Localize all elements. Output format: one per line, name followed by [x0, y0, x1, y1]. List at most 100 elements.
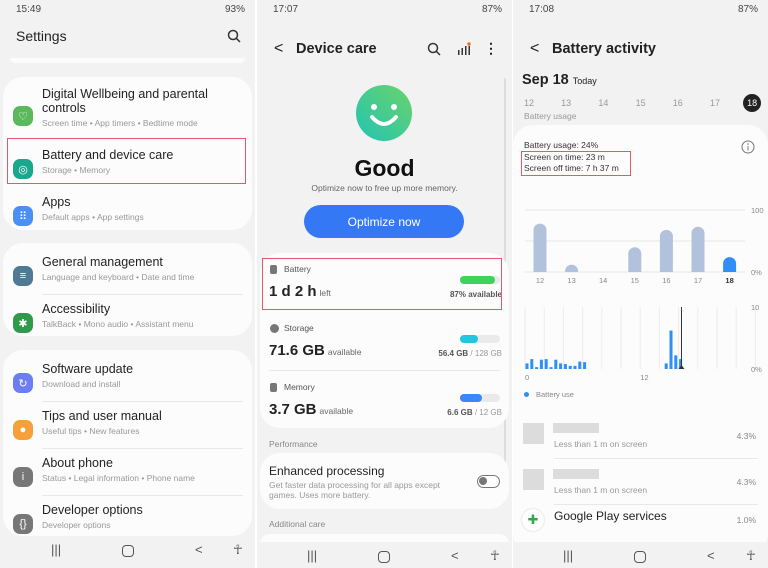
item-subtitle: Useful tips • New features — [42, 426, 140, 436]
highlight-box — [262, 258, 502, 310]
storage-level-fill — [460, 335, 478, 343]
divider — [554, 458, 758, 459]
storage-level-bar — [460, 335, 500, 343]
chart-legend: Battery use — [524, 390, 574, 399]
settings-item-tips-and-user-manual[interactable]: ● Tips and user manual Useful tips • New f… — [3, 409, 252, 455]
screen-on-time: Screen on time: 23 m — [524, 151, 605, 162]
enhanced-processing-toggle[interactable] — [477, 475, 500, 488]
back-button[interactable]: < — [451, 548, 459, 563]
day-selector-17[interactable]: 17 — [709, 98, 720, 108]
enhanced-processing-card[interactable] — [260, 453, 509, 509]
item-title: Apps — [42, 195, 71, 209]
x-tick-label: 16 — [662, 276, 670, 285]
daily-bar-15[interactable] — [628, 247, 642, 272]
battery-detail: 87% available — [450, 290, 502, 299]
settings-item-accessibility[interactable]: ✱ Accessibility TalkBack • Mono audio • As… — [3, 302, 252, 348]
google-play-services-icon: ✚ — [522, 509, 544, 531]
item-title: Tips and user manual — [42, 409, 162, 423]
info-icon[interactable] — [741, 140, 755, 154]
back-arrow-icon[interactable]: < — [274, 40, 284, 57]
storage-icon — [270, 324, 279, 333]
back-button[interactable]: < — [707, 548, 715, 563]
page-title: Settings — [16, 28, 67, 44]
settings-item-general-management[interactable]: ≡ General management Language and keyboard… — [3, 255, 252, 301]
storage-row[interactable]: Storage 71.6 GB available 56.4 GB / 128 GB — [257, 322, 512, 372]
back-arrow-icon[interactable]: < — [530, 40, 540, 57]
storage-unit: available — [327, 347, 362, 357]
settings-item-digital-wellbeing-and-parental-controls[interactable]: ♡ Digital Wellbeing and parental controls… — [3, 87, 252, 141]
sliders-icon: ≡ — [13, 266, 33, 286]
accessibility-button[interactable]: ☥ — [746, 548, 756, 563]
hourly-usage-chart: 10 0% 0 12 — [524, 303, 762, 382]
battery-unit: left — [319, 288, 331, 298]
current-time-pointer-icon — [678, 365, 685, 369]
item-subtitle: Default apps • App settings — [42, 212, 144, 222]
storage-value: 71.6 GB available — [269, 342, 361, 359]
recents-button[interactable]: ||| — [51, 542, 62, 557]
redacted-app-icon — [523, 423, 544, 444]
redacted-app-icon — [523, 469, 544, 490]
divider — [269, 370, 500, 371]
settings-item-developer-options[interactable]: {} Developer options Developer options — [3, 503, 252, 549]
home-button[interactable] — [378, 551, 390, 563]
accessibility-button[interactable]: ☥ — [233, 542, 243, 557]
settings-item-apps[interactable]: ⠿ Apps Default apps • App settings — [3, 195, 252, 241]
settings-item-battery-and-device-care[interactable]: ◎ Battery and device care Storage • Memory — [3, 148, 252, 194]
status-bar: 15:49 93% — [16, 4, 245, 18]
day-selector-18[interactable]: 18 — [743, 94, 762, 112]
item-subtitle: Storage • Memory — [42, 165, 111, 175]
hourly-bar — [568, 365, 572, 369]
recents-button[interactable]: ||| — [307, 548, 318, 563]
x-tick-label: 15 — [631, 276, 639, 285]
device-care-screen: 17:07 87% < Device care ⋮ Good Optimize n… — [257, 0, 512, 568]
redacted-app-name — [553, 423, 599, 433]
item-title: Battery and device care — [42, 148, 174, 162]
search-icon[interactable] — [427, 42, 441, 56]
daily-bar-16[interactable] — [659, 229, 673, 272]
hourly-bar — [549, 367, 553, 369]
app-usage-row[interactable]: Less than 1 m on screen 4.3% — [513, 423, 768, 463]
memory-row[interactable]: Memory 3.7 GB available 6.6 GB / 12 GB — [257, 381, 512, 431]
app-screen-time: Less than 1 m on screen — [554, 439, 648, 449]
settings-item-about-phone[interactable]: i About phone Status • Legal information •… — [3, 456, 252, 502]
hourly-bar — [583, 362, 587, 369]
hourly-bar — [535, 367, 539, 369]
battery-value: 1 d 2 h left — [269, 283, 331, 300]
lightbulb-icon: ● — [13, 420, 33, 440]
home-button[interactable] — [122, 545, 134, 557]
memory-icon — [270, 383, 277, 392]
optimize-now-button[interactable]: Optimize now — [304, 205, 464, 238]
y-tick-label: 0% — [751, 365, 762, 374]
x-tick-label: 12 — [536, 276, 544, 285]
day-selector-13[interactable]: 13 — [561, 98, 572, 108]
item-title: Software update — [42, 362, 134, 376]
page-title: Battery activity — [552, 41, 656, 57]
date-label: Sep 18 Today — [522, 72, 597, 88]
storage-detail: 56.4 GB / 128 GB — [438, 349, 502, 358]
total-amount: / 12 GB — [472, 408, 502, 417]
app-usage-row[interactable]: ✚ Google Play services 1.0% — [513, 509, 768, 555]
more-options-icon[interactable]: ⋮ — [484, 40, 498, 56]
daily-bar-17[interactable] — [691, 226, 705, 272]
screen-off-time: Screen off time: 7 h 37 m — [524, 163, 619, 173]
battery-stats-icon[interactable] — [457, 42, 471, 56]
accessibility-button[interactable]: ☥ — [490, 548, 500, 563]
daily-bar-18[interactable] — [723, 257, 737, 272]
home-button[interactable] — [634, 551, 646, 563]
status-battery: 87% — [737, 4, 758, 15]
day-selector-12[interactable]: 12 — [523, 98, 534, 108]
divider — [554, 504, 758, 505]
day-selector-16[interactable]: 16 — [672, 98, 683, 108]
settings-item-software-update[interactable]: ↻ Software update Download and install — [3, 362, 252, 408]
battery-row[interactable]: Battery 1 d 2 h left 87% available — [257, 263, 512, 313]
recents-button[interactable]: ||| — [563, 548, 574, 563]
app-usage-row[interactable]: Less than 1 m on screen 4.3% — [513, 469, 768, 509]
daily-bar-12[interactable] — [533, 223, 547, 272]
day-selector-14[interactable]: 14 — [598, 98, 609, 108]
day-selector-15[interactable]: 15 — [635, 98, 646, 108]
search-icon[interactable] — [227, 29, 241, 43]
battery-usage-header: Battery usage — [524, 111, 577, 121]
hourly-bar — [669, 330, 673, 369]
back-button[interactable]: < — [195, 542, 203, 557]
daily-bar-13[interactable] — [565, 264, 579, 272]
